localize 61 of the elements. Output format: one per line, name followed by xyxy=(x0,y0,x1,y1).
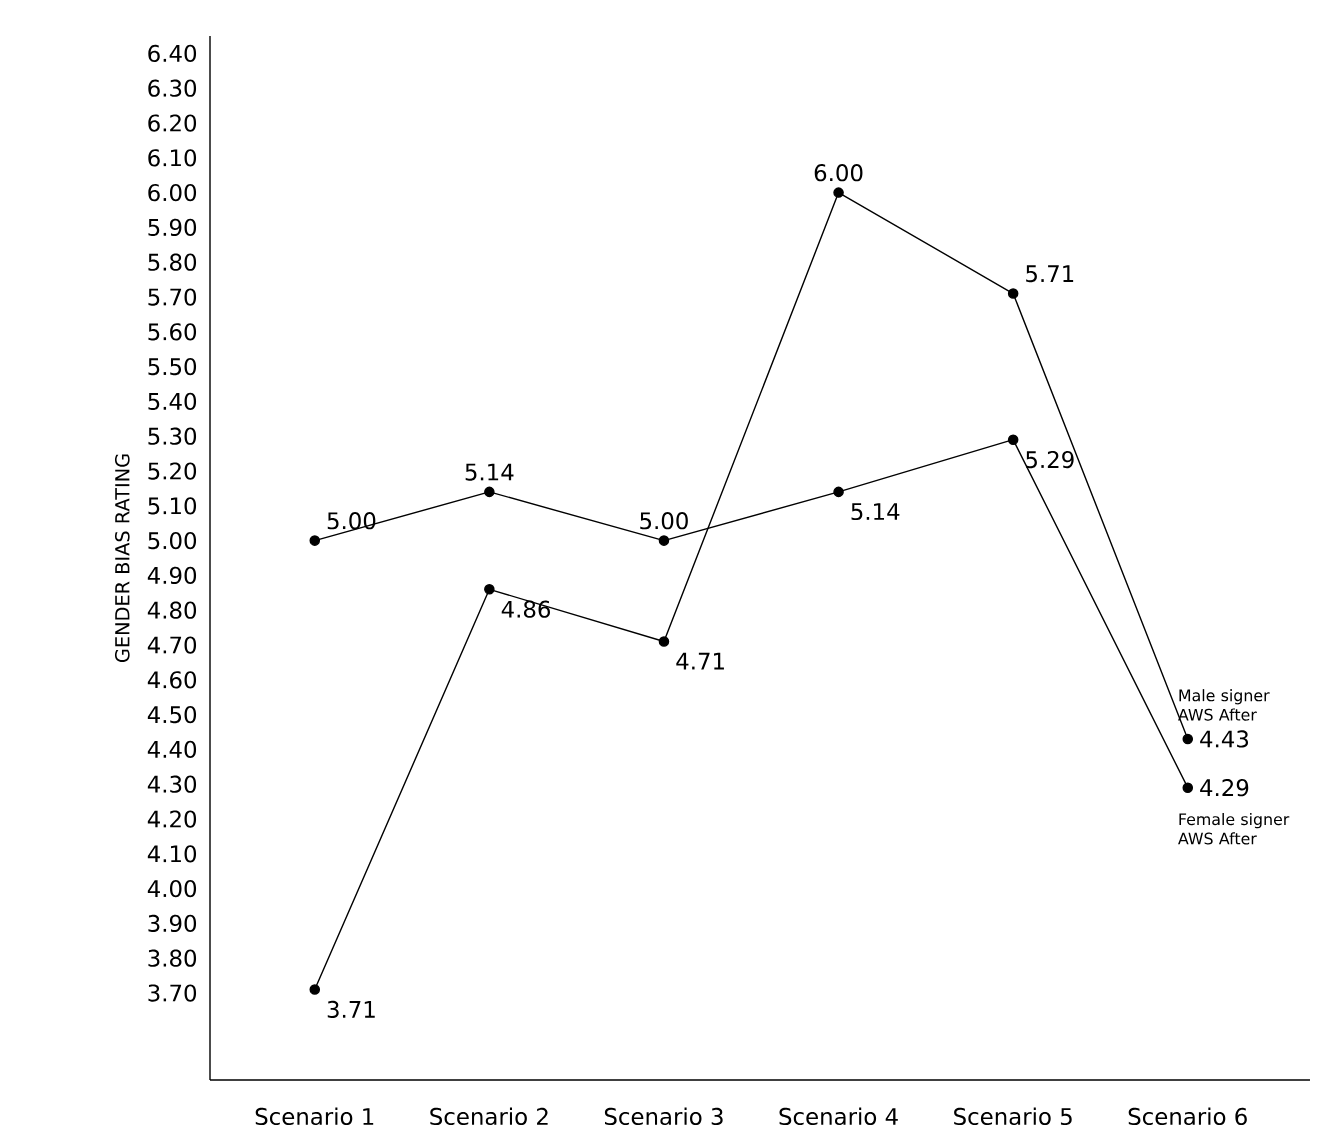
x-tick-label: Scenario 3 xyxy=(604,1107,723,1126)
y-tick-label: 5.50 xyxy=(148,358,197,376)
y-tick-label: 5.70 xyxy=(148,288,197,306)
x-tick-label: Scenario 2 xyxy=(430,1107,548,1126)
data-label: 5.14 xyxy=(465,463,514,481)
x-tick-label: Scenario 5 xyxy=(954,1107,1072,1126)
data-label: 5.14 xyxy=(851,503,900,521)
point xyxy=(484,584,495,595)
point xyxy=(309,984,321,995)
series-label: Male signer AWS After xyxy=(1178,689,1270,721)
data-label: 5.71 xyxy=(1026,265,1074,283)
y-tick-label: 4.60 xyxy=(147,671,197,689)
data-label: 4.86 xyxy=(501,600,550,618)
y-tick-label: 3.80 xyxy=(148,949,197,967)
y-tick-label: 5.80 xyxy=(148,253,197,271)
y-tick-label: 6.00 xyxy=(148,184,197,202)
point xyxy=(1182,733,1194,745)
series-label: Female signer AWS After xyxy=(1178,812,1290,845)
y-tick-label: 5.20 xyxy=(148,462,197,480)
y-tick-label: 4.40 xyxy=(147,740,197,759)
y-tick-label: 6.10 xyxy=(148,149,197,167)
y-tick-label: 5.90 xyxy=(148,218,197,237)
data-label: 3.71 xyxy=(327,1000,375,1019)
data-label: 4.71 xyxy=(676,652,724,670)
data-label: 5.00 xyxy=(327,512,376,530)
y-tick-label: 4.20 xyxy=(147,810,197,828)
y-tick-label: 6.30 xyxy=(148,79,197,97)
data-label: 4.29 xyxy=(1200,779,1249,797)
y-tick-label: 3.90 xyxy=(148,914,197,933)
y-tick-label: 4.10 xyxy=(147,845,197,863)
y-tick-label: 5.40 xyxy=(148,392,197,411)
point xyxy=(1007,288,1019,299)
data-label: 5.29 xyxy=(1026,450,1074,469)
y-tick-label: 4.70 xyxy=(147,636,197,654)
y-axis-title: GENDER BIAS RATING xyxy=(114,454,130,663)
y-tick-label: 6.40 xyxy=(148,44,197,63)
point xyxy=(484,486,495,498)
y-tick-label: 4.30 xyxy=(147,775,197,793)
y-tick-label: 4.80 xyxy=(147,601,197,619)
point xyxy=(833,486,844,498)
point xyxy=(1007,434,1019,445)
point xyxy=(833,187,844,198)
x-tick-label: Scenario 6 xyxy=(1128,1107,1247,1126)
x-tick-label: Scenario 1 xyxy=(255,1107,374,1126)
y-tick-label: 5.10 xyxy=(148,497,197,515)
y-tick-label: 3.70 xyxy=(148,984,197,1002)
point xyxy=(658,535,670,546)
y-tick-label: 5.60 xyxy=(148,323,197,341)
data-label: 6.00 xyxy=(814,164,863,182)
point xyxy=(1182,782,1194,793)
x-tick-label: Scenario 4 xyxy=(779,1107,898,1126)
point xyxy=(658,636,670,647)
data-label: 4.43 xyxy=(1200,730,1249,748)
data-label: 5.00 xyxy=(640,512,688,530)
y-tick-label: 4.50 xyxy=(147,705,197,724)
y-tick-label: 5.00 xyxy=(148,532,197,550)
y-tick-label: 4.90 xyxy=(147,566,197,585)
point xyxy=(309,535,321,546)
y-tick-label: 4.00 xyxy=(147,879,197,898)
y-tick-label: 6.20 xyxy=(148,114,197,132)
y-tick-label: 5.30 xyxy=(148,427,197,445)
